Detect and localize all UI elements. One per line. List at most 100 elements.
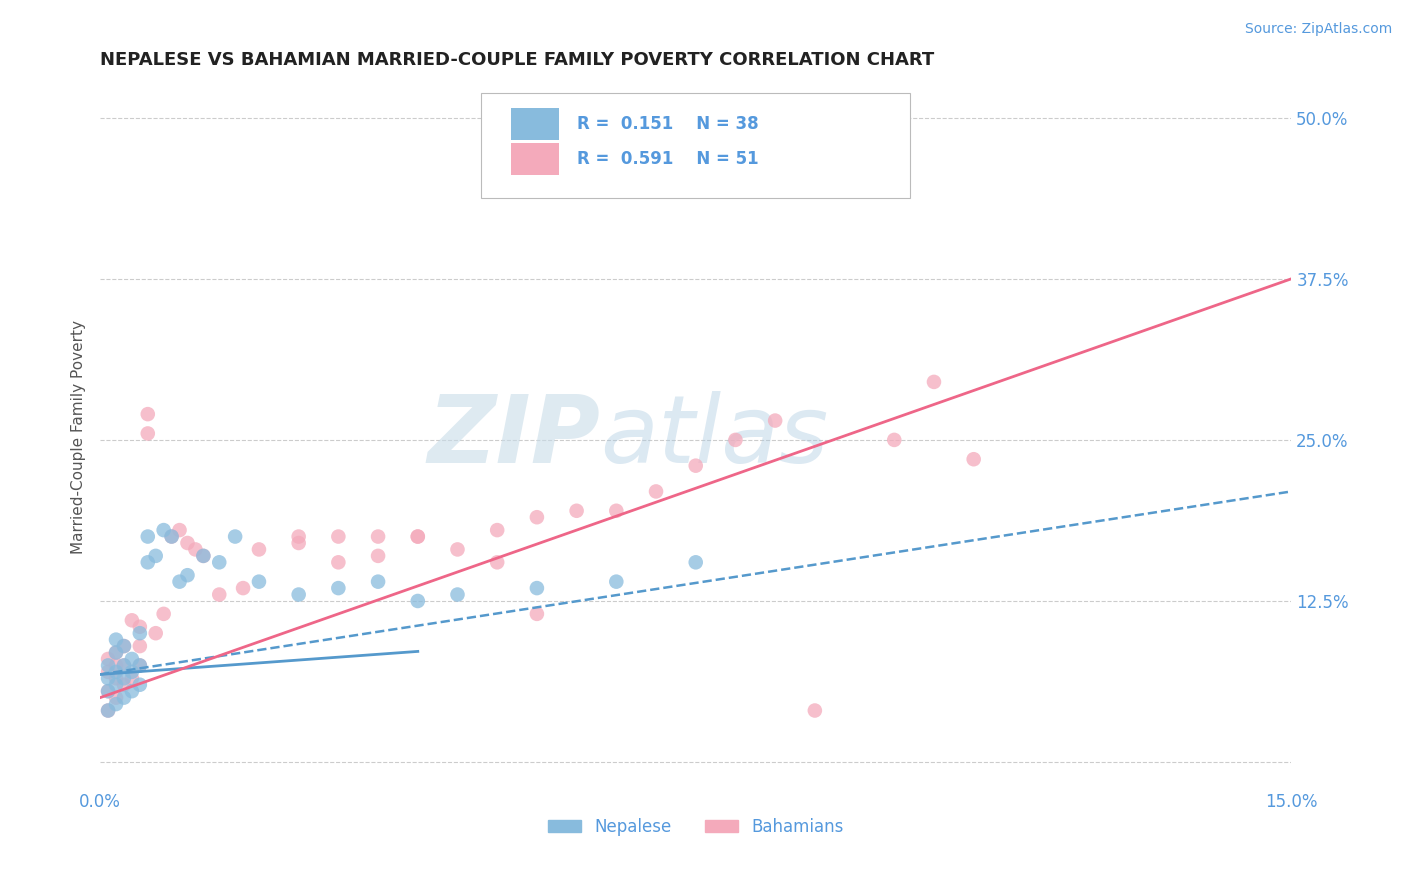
Point (128, 626, 150, 640)
Point (486, 555, 509, 569)
Point (287, 530, 309, 544)
Point (526, 607, 548, 621)
FancyBboxPatch shape (512, 108, 558, 140)
Point (136, 426, 159, 441)
Point (121, 652, 143, 666)
Point (406, 530, 429, 544)
Point (446, 542, 468, 557)
Point (922, 375, 945, 389)
Point (112, 671, 135, 685)
Point (152, 523, 174, 537)
Point (367, 549, 389, 563)
Point (97, 671, 120, 685)
Point (328, 581, 350, 595)
Point (287, 536, 309, 550)
Text: Source: ZipAtlas.com: Source: ZipAtlas.com (1244, 22, 1392, 37)
Point (152, 607, 174, 621)
Point (105, 690, 128, 705)
Point (605, 574, 627, 589)
Point (224, 530, 246, 544)
Point (367, 574, 389, 589)
Point (128, 678, 150, 692)
Point (112, 658, 135, 673)
Point (128, 639, 150, 653)
Point (406, 594, 429, 608)
Point (121, 684, 143, 698)
Point (208, 588, 231, 602)
Point (136, 407, 159, 421)
Point (963, 452, 986, 467)
Text: ZIP: ZIP (427, 391, 600, 483)
Point (105, 658, 128, 673)
Point (526, 581, 548, 595)
Point (685, 555, 707, 569)
FancyBboxPatch shape (512, 144, 558, 175)
Point (97, 658, 120, 673)
Point (105, 678, 128, 692)
Point (128, 658, 150, 673)
Point (97, 704, 120, 718)
Point (112, 658, 135, 673)
Point (247, 574, 270, 589)
Point (565, 504, 588, 518)
Point (105, 671, 128, 685)
Point (328, 530, 350, 544)
Point (121, 613, 143, 627)
Point (176, 536, 198, 550)
Point (685, 458, 707, 473)
Point (232, 581, 254, 595)
Legend: Nepalese, Bahamians: Nepalese, Bahamians (541, 812, 851, 843)
Point (605, 504, 627, 518)
Point (97, 704, 120, 718)
Point (328, 555, 350, 569)
Point (486, 523, 509, 537)
Point (446, 588, 468, 602)
Y-axis label: Married-Couple Family Poverty: Married-Couple Family Poverty (72, 319, 86, 554)
Point (645, 484, 668, 499)
Point (804, 704, 827, 718)
Point (160, 530, 183, 544)
Point (145, 549, 167, 563)
Point (112, 690, 135, 705)
Point (169, 574, 191, 589)
Point (184, 542, 207, 557)
Point (112, 639, 135, 653)
Point (160, 530, 183, 544)
Point (763, 413, 786, 427)
Point (145, 626, 167, 640)
Point (105, 646, 128, 660)
Point (193, 549, 215, 563)
Point (406, 530, 429, 544)
Text: R =  0.591    N = 51: R = 0.591 N = 51 (576, 150, 758, 169)
Point (105, 665, 128, 679)
Point (97, 684, 120, 698)
Point (883, 433, 905, 447)
Point (97, 665, 120, 679)
FancyBboxPatch shape (481, 93, 910, 198)
Point (724, 433, 747, 447)
Point (247, 542, 270, 557)
Point (97, 652, 120, 666)
Point (97, 684, 120, 698)
Point (193, 549, 215, 563)
Point (136, 530, 159, 544)
Point (128, 620, 150, 634)
Point (169, 523, 191, 537)
Text: R =  0.151    N = 38: R = 0.151 N = 38 (576, 115, 758, 133)
Point (121, 671, 143, 685)
Point (121, 665, 143, 679)
Point (105, 646, 128, 660)
Point (105, 632, 128, 647)
Point (112, 639, 135, 653)
Point (526, 510, 548, 524)
Point (176, 568, 198, 582)
Point (208, 555, 231, 569)
Point (128, 658, 150, 673)
Point (105, 697, 128, 711)
Text: NEPALESE VS BAHAMIAN MARRIED-COUPLE FAMILY POVERTY CORRELATION CHART: NEPALESE VS BAHAMIAN MARRIED-COUPLE FAMI… (100, 51, 935, 69)
Point (287, 588, 309, 602)
Text: atlas: atlas (600, 392, 828, 483)
Point (112, 678, 135, 692)
Point (136, 555, 159, 569)
Point (367, 530, 389, 544)
